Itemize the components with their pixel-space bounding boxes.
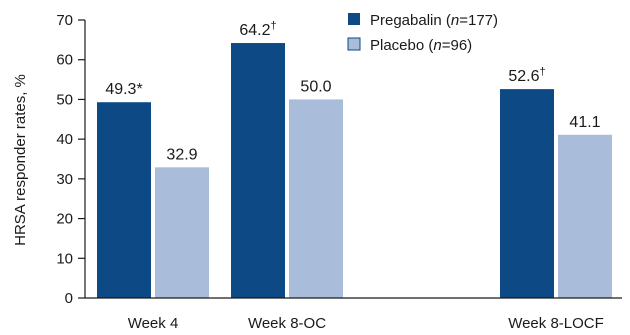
data-label: 32.9 (166, 146, 197, 163)
y-tick-label: 30 (56, 171, 73, 188)
bars (97, 43, 612, 298)
y-axis-ticks: 0 10 20 30 40 50 60 70 (56, 12, 85, 307)
y-tick-label: 0 (65, 290, 73, 307)
bar-pregabalin (97, 102, 151, 298)
y-tick-label: 50 (56, 91, 73, 108)
axes (84, 20, 622, 299)
y-tick-label: 70 (56, 12, 73, 29)
bar-placebo (289, 99, 343, 298)
x-category-label: Week 4 (128, 315, 179, 332)
y-tick-label: 60 (56, 52, 73, 69)
data-label: 49.3* (105, 81, 142, 98)
legend-label: Placebo (n=96) (370, 37, 472, 54)
y-tick-label: 10 (56, 250, 73, 267)
legend: Pregabalin (n=177) Placebo (n=96) (347, 12, 498, 54)
y-axis-title: HRSA responder rates, % (12, 74, 29, 246)
legend-swatch (347, 37, 361, 51)
legend-swatch (348, 13, 360, 25)
bar-pregabalin (500, 89, 554, 298)
y-tick-label: 20 (56, 211, 73, 228)
data-labels: 49.3* 32.9 64.2† 50.0 52.6† 41.1 (105, 20, 600, 163)
bar-pregabalin (231, 43, 285, 298)
x-category-label: Week 8-LOCF (508, 315, 604, 332)
data-label: 41.1 (569, 114, 600, 131)
x-axis-labels: Week 4 Week 8-OC Week 8-LOCF (128, 315, 604, 332)
x-category-label: Week 8-OC (248, 315, 326, 332)
bar-placebo (155, 167, 209, 298)
data-label: 52.6† (508, 66, 545, 85)
y-tick-label: 40 (56, 131, 73, 148)
legend-label: Pregabalin (n=177) (370, 12, 498, 29)
data-label: 64.2† (239, 20, 276, 39)
bar-placebo (558, 134, 612, 298)
data-label: 50.0 (300, 78, 331, 95)
